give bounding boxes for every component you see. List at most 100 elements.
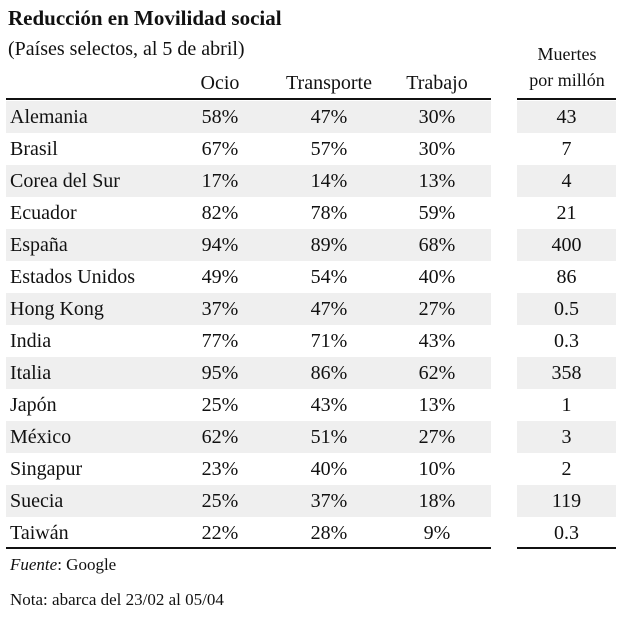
deaths-row: 1 <box>517 389 616 421</box>
cell-trabajo: 40% <box>418 266 456 288</box>
cell-trabajo: 68% <box>418 234 456 256</box>
cell-trabajo: 59% <box>418 202 456 224</box>
source-label: Fuente <box>10 555 58 574</box>
cell-deaths: 43 <box>556 106 577 128</box>
cell-trabajo: 30% <box>418 138 456 160</box>
cell-country: Taiwán <box>10 522 69 544</box>
source-text: : Google <box>57 555 117 574</box>
header-rule-main <box>6 98 491 100</box>
deaths-row: 2 <box>517 453 616 485</box>
cell-deaths: 7 <box>561 138 572 160</box>
table-row: Brasil 67% 57% 30% <box>6 133 491 165</box>
table-subtitle: (Países selectos, al 5 de abril) <box>8 38 245 60</box>
cell-country: Japón <box>10 394 57 416</box>
deaths-row: 7 <box>517 133 616 165</box>
cell-deaths: 86 <box>556 266 577 288</box>
table-title: Reducción en Movilidad social <box>8 6 282 30</box>
deaths-row: 3 <box>517 421 616 453</box>
cell-country: Corea del Sur <box>10 170 120 192</box>
deaths-row: 43 <box>517 101 616 133</box>
deaths-row: 0.3 <box>517 325 616 357</box>
cell-deaths: 0.3 <box>554 522 579 544</box>
table-row: Singapur 23% 40% 10% <box>6 453 491 485</box>
table-row: Estados Unidos 49% 54% 40% <box>6 261 491 293</box>
cell-ocio: 62% <box>201 426 239 448</box>
note-footnote: Nota: abarca del 23/02 al 05/04 <box>10 590 224 609</box>
cell-ocio: 58% <box>201 106 239 128</box>
table-row: India 77% 71% 43% <box>6 325 491 357</box>
cell-transporte: 40% <box>310 458 348 480</box>
cell-ocio: 22% <box>201 522 239 544</box>
cell-country: Italia <box>10 362 52 384</box>
cell-transporte: 71% <box>310 330 348 352</box>
table-row: Taiwán 22% 28% 9% <box>6 517 491 549</box>
table-row: Ecuador 82% 78% 59% <box>6 197 491 229</box>
cell-ocio: 23% <box>201 458 239 480</box>
cell-trabajo: 27% <box>418 426 456 448</box>
deaths-header-line1: Muertes <box>537 44 597 64</box>
table-row: Hong Kong 37% 47% 27% <box>6 293 491 325</box>
deaths-row: 119 <box>517 485 616 517</box>
header-rule-deaths <box>517 98 616 100</box>
cell-transporte: 28% <box>310 522 348 544</box>
cell-deaths: 0.5 <box>554 298 579 320</box>
cell-country: Brasil <box>10 138 58 160</box>
cell-transporte: 86% <box>310 362 348 384</box>
cell-deaths: 3 <box>561 426 572 448</box>
cell-country: Hong Kong <box>10 298 104 320</box>
cell-country: Suecia <box>10 490 64 512</box>
bottom-rule-main <box>6 547 491 549</box>
deaths-header-line2: por millón <box>529 70 605 90</box>
deaths-row: 86 <box>517 261 616 293</box>
cell-trabajo: 18% <box>418 490 456 512</box>
column-header-trabajo: Trabajo <box>406 72 468 94</box>
cell-deaths: 4 <box>561 170 572 192</box>
table-row: España 94% 89% 68% <box>6 229 491 261</box>
cell-ocio: 17% <box>201 170 239 192</box>
cell-trabajo: 27% <box>418 298 456 320</box>
cell-transporte: 51% <box>310 426 348 448</box>
deaths-row: 0.3 <box>517 517 616 549</box>
cell-ocio: 82% <box>201 202 239 224</box>
cell-country: Alemania <box>10 106 88 128</box>
cell-transporte: 57% <box>310 138 348 160</box>
cell-deaths: 0.3 <box>554 330 579 352</box>
cell-ocio: 77% <box>201 330 239 352</box>
cell-deaths: 358 <box>551 362 582 384</box>
table-row: Italia 95% 86% 62% <box>6 357 491 389</box>
cell-country: Estados Unidos <box>10 266 135 288</box>
cell-deaths: 119 <box>551 490 582 512</box>
source-footnote: Fuente: Google <box>10 555 116 575</box>
cell-country: Singapur <box>10 458 83 480</box>
cell-ocio: 25% <box>201 490 239 512</box>
cell-deaths: 2 <box>561 458 572 480</box>
cell-ocio: 94% <box>201 234 239 256</box>
cell-deaths: 400 <box>551 234 582 256</box>
table-row: Corea del Sur 17% 14% 13% <box>6 165 491 197</box>
column-header-ocio: Ocio <box>200 72 240 94</box>
cell-trabajo: 13% <box>418 170 456 192</box>
cell-deaths: 21 <box>556 202 577 224</box>
cell-transporte: 89% <box>310 234 348 256</box>
cell-transporte: 47% <box>310 106 348 128</box>
bottom-rule-deaths <box>517 547 616 549</box>
cell-ocio: 37% <box>201 298 239 320</box>
cell-country: Ecuador <box>10 202 77 224</box>
table-row: Japón 25% 43% 13% <box>6 389 491 421</box>
cell-trabajo: 43% <box>418 330 456 352</box>
cell-trabajo: 62% <box>418 362 456 384</box>
deaths-row: 358 <box>517 357 616 389</box>
cell-transporte: 78% <box>310 202 348 224</box>
deaths-row: 21 <box>517 197 616 229</box>
cell-trabajo: 9% <box>423 522 451 544</box>
cell-trabajo: 13% <box>418 394 456 416</box>
cell-ocio: 67% <box>201 138 239 160</box>
cell-country: México <box>10 426 72 448</box>
cell-transporte: 47% <box>310 298 348 320</box>
deaths-row: 4 <box>517 165 616 197</box>
cell-trabajo: 30% <box>418 106 456 128</box>
cell-ocio: 49% <box>201 266 239 288</box>
column-header-transporte: Transporte <box>286 72 372 94</box>
cell-ocio: 25% <box>201 394 239 416</box>
deaths-row: 400 <box>517 229 616 261</box>
